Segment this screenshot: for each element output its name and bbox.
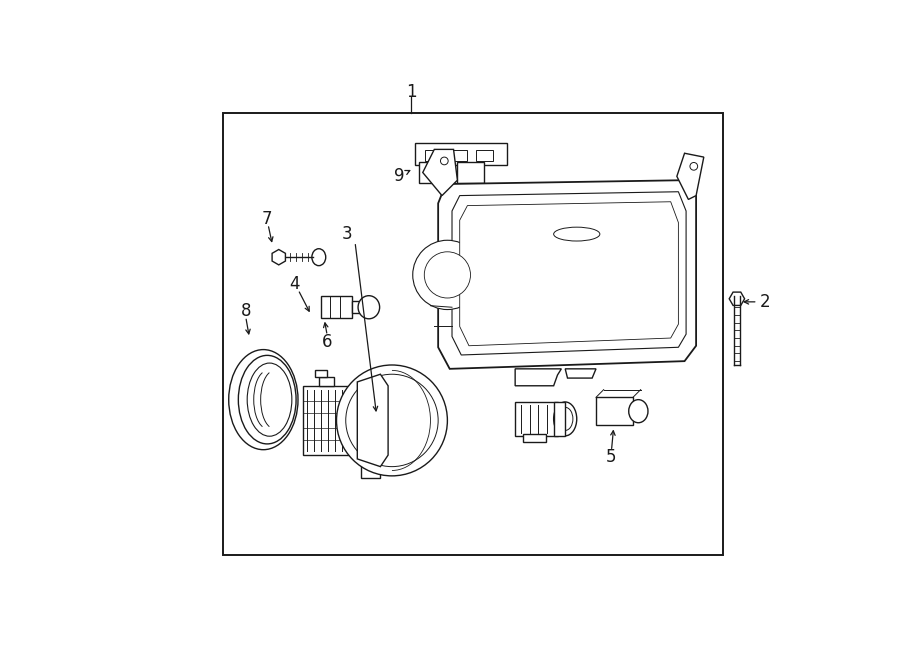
- Bar: [554, 402, 565, 436]
- Text: 9: 9: [394, 167, 405, 185]
- Circle shape: [337, 365, 447, 476]
- Ellipse shape: [554, 402, 577, 436]
- Circle shape: [424, 252, 471, 298]
- Text: 2: 2: [760, 293, 770, 311]
- Bar: [523, 434, 546, 442]
- Bar: [319, 377, 334, 386]
- Ellipse shape: [358, 295, 380, 319]
- Polygon shape: [452, 192, 686, 355]
- Bar: [425, 150, 442, 161]
- Bar: [321, 297, 352, 318]
- Text: 5: 5: [607, 448, 616, 467]
- Polygon shape: [357, 374, 388, 467]
- FancyBboxPatch shape: [515, 402, 557, 436]
- Ellipse shape: [238, 356, 296, 444]
- Ellipse shape: [557, 407, 573, 430]
- Bar: [222, 113, 723, 555]
- Text: 8: 8: [240, 302, 251, 320]
- Bar: [303, 386, 357, 455]
- Text: 1: 1: [406, 83, 417, 100]
- Ellipse shape: [248, 363, 292, 436]
- FancyBboxPatch shape: [415, 143, 508, 165]
- Circle shape: [690, 163, 698, 170]
- Text: 3: 3: [342, 225, 353, 243]
- Polygon shape: [565, 369, 596, 378]
- Bar: [352, 301, 361, 313]
- Polygon shape: [515, 369, 562, 386]
- Bar: [451, 150, 467, 161]
- Bar: [418, 163, 454, 182]
- Ellipse shape: [312, 249, 326, 266]
- Ellipse shape: [229, 350, 298, 449]
- Text: 4: 4: [289, 275, 300, 293]
- Text: 6: 6: [322, 333, 332, 351]
- Circle shape: [413, 240, 482, 309]
- Text: 7: 7: [261, 210, 272, 227]
- Polygon shape: [423, 149, 457, 196]
- Bar: [315, 370, 327, 377]
- Polygon shape: [438, 180, 696, 369]
- Circle shape: [440, 157, 448, 165]
- Circle shape: [346, 374, 438, 467]
- Ellipse shape: [629, 400, 648, 423]
- FancyBboxPatch shape: [596, 397, 633, 425]
- Polygon shape: [677, 153, 704, 200]
- Bar: [361, 464, 381, 478]
- Ellipse shape: [554, 227, 599, 241]
- Bar: [476, 150, 493, 161]
- Bar: [457, 163, 484, 182]
- Polygon shape: [460, 202, 679, 346]
